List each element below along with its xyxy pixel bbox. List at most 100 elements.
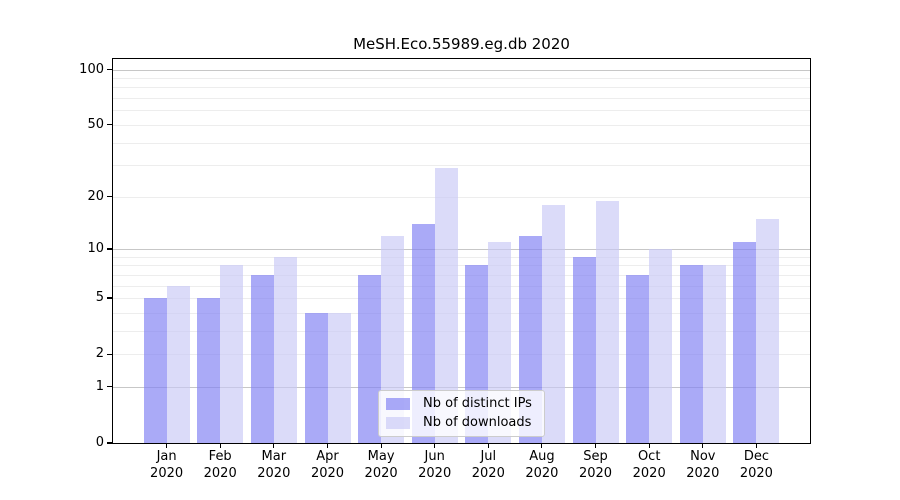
x-tick-year: 2020 bbox=[739, 465, 773, 481]
y-tick-mark bbox=[107, 124, 112, 126]
x-tick-mark bbox=[755, 443, 757, 448]
x-tick-month: Apr bbox=[316, 449, 339, 464]
bar-downloads bbox=[327, 312, 351, 443]
x-tick-month: Sep bbox=[583, 449, 608, 464]
grid-line-minor bbox=[113, 110, 810, 112]
y-tick-label: 1 bbox=[95, 378, 104, 394]
x-tick-year: 2020 bbox=[257, 465, 291, 481]
grid-line-minor bbox=[113, 256, 810, 258]
grid-line-minor bbox=[113, 98, 810, 100]
grid-line-minor bbox=[113, 78, 810, 79]
bar-distinct-ips bbox=[143, 298, 167, 443]
legend-entry-downloads: Nb of downloads bbox=[386, 415, 537, 431]
x-tick-label: Nov 2020 bbox=[671, 449, 735, 482]
bar-downloads bbox=[220, 265, 244, 443]
x-tick-mark bbox=[273, 443, 275, 448]
grid-line-major bbox=[113, 249, 810, 250]
x-tick-year: 2020 bbox=[364, 465, 398, 481]
bar-downloads bbox=[649, 249, 673, 443]
bar-distinct-ips bbox=[411, 223, 435, 443]
grid-line-minor bbox=[113, 298, 810, 299]
x-tick-month: Nov bbox=[690, 449, 716, 464]
bar-downloads bbox=[541, 204, 565, 443]
y-tick-mark bbox=[107, 297, 112, 299]
bar-distinct-ips bbox=[733, 241, 757, 443]
legend-swatch-downloads bbox=[386, 416, 410, 429]
grid-line-minor bbox=[113, 330, 810, 332]
grid-line-minor bbox=[113, 354, 810, 356]
y-tick-mark bbox=[107, 386, 112, 388]
x-tick-year: 2020 bbox=[471, 465, 505, 481]
x-tick-label: Jun 2020 bbox=[403, 449, 467, 482]
y-tick-label: 0 bbox=[95, 435, 104, 450]
x-tick-month: Mar bbox=[261, 449, 287, 464]
y-tick-mark bbox=[107, 196, 112, 198]
y-tick-mark bbox=[107, 353, 112, 355]
x-tick-year: 2020 bbox=[525, 465, 559, 481]
x-tick-month: Jan bbox=[156, 449, 177, 464]
x-tick-label: Oct 2020 bbox=[617, 449, 681, 482]
grid-line-minor bbox=[113, 196, 810, 198]
x-tick-label: Jul 2020 bbox=[456, 449, 520, 482]
bar-distinct-ips bbox=[358, 274, 382, 443]
legend: Nb of distinct IPs Nb of downloads bbox=[378, 390, 545, 437]
x-tick-mark bbox=[380, 443, 382, 448]
x-tick-year: 2020 bbox=[632, 465, 666, 481]
x-tick-label: Sep 2020 bbox=[564, 449, 628, 482]
bar-distinct-ips bbox=[679, 265, 703, 443]
x-tick-year: 2020 bbox=[578, 465, 613, 481]
x-tick-mark bbox=[219, 443, 221, 448]
chart-title: MeSH.Eco.55989.eg.db 2020 bbox=[353, 35, 570, 53]
y-tick-label: 10 bbox=[87, 241, 104, 256]
bar-distinct-ips bbox=[572, 256, 596, 443]
x-tick-label: Feb 2020 bbox=[188, 449, 252, 482]
bar-distinct-ips bbox=[197, 298, 221, 443]
x-tick-mark bbox=[434, 443, 436, 448]
x-tick-mark bbox=[326, 443, 329, 448]
plot-area bbox=[112, 58, 811, 444]
x-tick-mark bbox=[541, 443, 543, 448]
legend-entry-distinct-ips: Nb of distinct IPs bbox=[386, 396, 537, 412]
x-tick-year: 2020 bbox=[310, 465, 345, 481]
y-tick-label: 50 bbox=[87, 116, 104, 132]
grid-line-major bbox=[113, 386, 810, 388]
grid-line-minor bbox=[113, 142, 810, 144]
x-tick-month: Dec bbox=[743, 449, 769, 464]
y-tick-mark bbox=[107, 248, 112, 250]
x-tick-month: Jun bbox=[424, 449, 445, 464]
bar-downloads bbox=[756, 218, 780, 443]
bar-downloads bbox=[166, 285, 190, 443]
y-tick-label: 100 bbox=[79, 61, 104, 77]
x-tick-mark bbox=[487, 443, 489, 448]
legend-label-downloads: Nb of downloads bbox=[423, 414, 532, 430]
x-tick-label: May 2020 bbox=[349, 449, 413, 482]
x-tick-label: Dec 2020 bbox=[724, 449, 788, 482]
y-tick-label: 2 bbox=[95, 346, 104, 362]
x-tick-mark bbox=[648, 443, 650, 448]
bar-downloads bbox=[702, 265, 726, 443]
x-tick-label: Jan 2020 bbox=[135, 449, 199, 482]
grid-line-minor bbox=[113, 285, 810, 287]
y-tick-label: 5 bbox=[95, 290, 104, 305]
x-tick-mark bbox=[594, 443, 597, 448]
y-tick-mark bbox=[107, 69, 112, 71]
y-tick-label: 20 bbox=[87, 188, 104, 204]
grid-line-minor bbox=[113, 265, 810, 267]
y-tick-mark bbox=[107, 442, 112, 444]
bar-distinct-ips bbox=[250, 274, 274, 443]
bar-downloads bbox=[273, 256, 297, 443]
x-tick-mark bbox=[702, 443, 704, 448]
x-tick-year: 2020 bbox=[203, 465, 237, 481]
x-tick-month: Feb bbox=[208, 449, 232, 464]
bar-distinct-ips bbox=[304, 312, 328, 443]
grid-line-major bbox=[113, 69, 810, 71]
grid-line-minor bbox=[113, 274, 810, 276]
grid-line-minor bbox=[113, 312, 810, 314]
x-tick-year: 2020 bbox=[686, 465, 720, 481]
x-tick-month: May bbox=[367, 449, 395, 464]
x-tick-month: Oct bbox=[637, 449, 661, 464]
x-tick-year: 2020 bbox=[418, 465, 452, 481]
x-tick-label: Aug 2020 bbox=[510, 449, 574, 482]
legend-swatch-distinct-ips bbox=[386, 398, 410, 411]
